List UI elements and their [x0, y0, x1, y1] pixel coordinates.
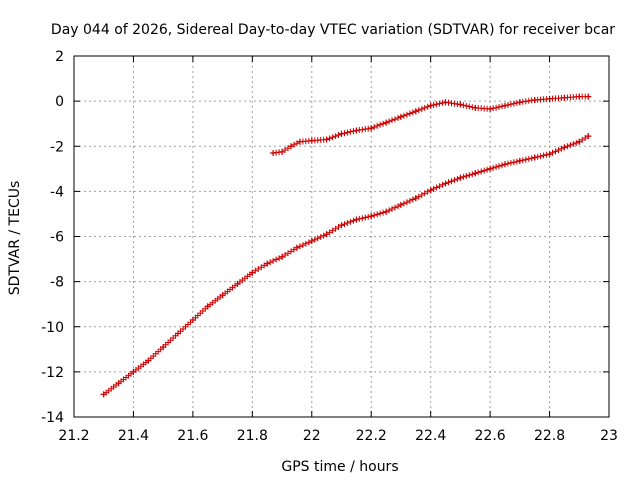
data-point — [531, 97, 538, 103]
y-tick-label: -12 — [41, 365, 64, 381]
y-tick-label: -2 — [50, 139, 64, 155]
data-point — [323, 136, 330, 143]
data-point — [249, 269, 256, 276]
data-point — [585, 133, 592, 140]
data-point — [145, 357, 152, 364]
data-point — [412, 195, 419, 202]
y-tick-label: 2 — [55, 49, 64, 65]
y-tick-label: -6 — [50, 230, 64, 246]
data-point — [189, 317, 196, 323]
data-point — [472, 104, 479, 111]
data-point — [323, 231, 330, 238]
data-point — [279, 148, 286, 155]
data-point — [561, 94, 568, 101]
data-point — [204, 303, 211, 310]
x-tick-label: 23 — [600, 428, 618, 444]
data-point — [502, 161, 508, 168]
data-point — [288, 143, 294, 150]
data-point — [296, 138, 303, 145]
data-point — [308, 137, 315, 144]
data-point — [353, 127, 360, 134]
data-point — [487, 165, 494, 172]
data-point — [270, 150, 277, 156]
series-track-1 — [100, 133, 592, 398]
data-point — [427, 102, 434, 109]
data-point — [502, 102, 508, 109]
data-point — [576, 138, 583, 145]
data-point — [234, 280, 241, 287]
data-point — [427, 187, 434, 194]
y-tick-label: -4 — [50, 184, 64, 200]
data-point — [353, 216, 360, 223]
data-point — [293, 244, 300, 251]
x-axis-title: GPS time / hours — [281, 459, 398, 475]
grid — [74, 56, 609, 417]
x-tick-label: 21.8 — [237, 428, 268, 444]
data-point — [487, 106, 494, 112]
data-point — [264, 260, 271, 267]
data-point — [561, 144, 568, 151]
data-point — [383, 208, 390, 215]
data-point — [219, 292, 226, 299]
plot-series — [100, 93, 592, 398]
data-point — [457, 101, 464, 108]
data-point — [516, 157, 523, 164]
data-point — [338, 130, 345, 137]
data-point — [279, 253, 286, 260]
axes: 21.2 21.4 21.6 21.8 22 22.2 22.4 22.6 22.8 23 2 0 -2… — [41, 49, 618, 444]
data-point — [546, 151, 553, 158]
y-tick-label: -14 — [41, 410, 64, 426]
data-point — [585, 93, 592, 100]
x-tick-label: 22 — [303, 428, 321, 444]
data-point — [338, 222, 345, 229]
y-tick-label: 0 — [55, 94, 64, 110]
data-point — [115, 380, 122, 387]
data-point — [412, 108, 419, 115]
data-point — [308, 238, 315, 244]
data-point — [160, 344, 167, 351]
data-point — [368, 213, 375, 220]
y-tick-label: -10 — [41, 320, 64, 336]
data-point — [130, 368, 137, 375]
data-point — [442, 99, 449, 106]
y-axis-title: SDTVAR / TECUs — [7, 181, 23, 296]
data-point — [457, 174, 464, 181]
x-tick-label: 22.4 — [415, 428, 446, 444]
data-point — [576, 93, 583, 100]
data-point — [100, 391, 107, 398]
data-point — [472, 170, 479, 177]
series-track-2 — [270, 93, 592, 156]
data-point — [175, 330, 181, 337]
data-point — [397, 113, 404, 120]
x-tick-label: 22.8 — [534, 428, 565, 444]
data-point — [546, 95, 553, 102]
y-tick-label: -8 — [50, 275, 64, 291]
data-point — [368, 125, 375, 132]
series-markers — [100, 133, 592, 398]
chart-title: Day 044 of 2026, Sidereal Day-to-day VTE… — [51, 22, 615, 38]
x-tick-label: 21.6 — [177, 428, 208, 444]
data-point — [383, 119, 390, 126]
x-tick-label: 21.2 — [58, 428, 89, 444]
data-point — [531, 154, 538, 161]
data-point — [516, 99, 523, 106]
x-tick-label: 22.6 — [475, 428, 506, 444]
x-tick-label: 22.2 — [356, 428, 387, 444]
data-point — [442, 180, 449, 187]
data-point — [397, 201, 404, 208]
x-tick-label: 21.4 — [118, 428, 149, 444]
